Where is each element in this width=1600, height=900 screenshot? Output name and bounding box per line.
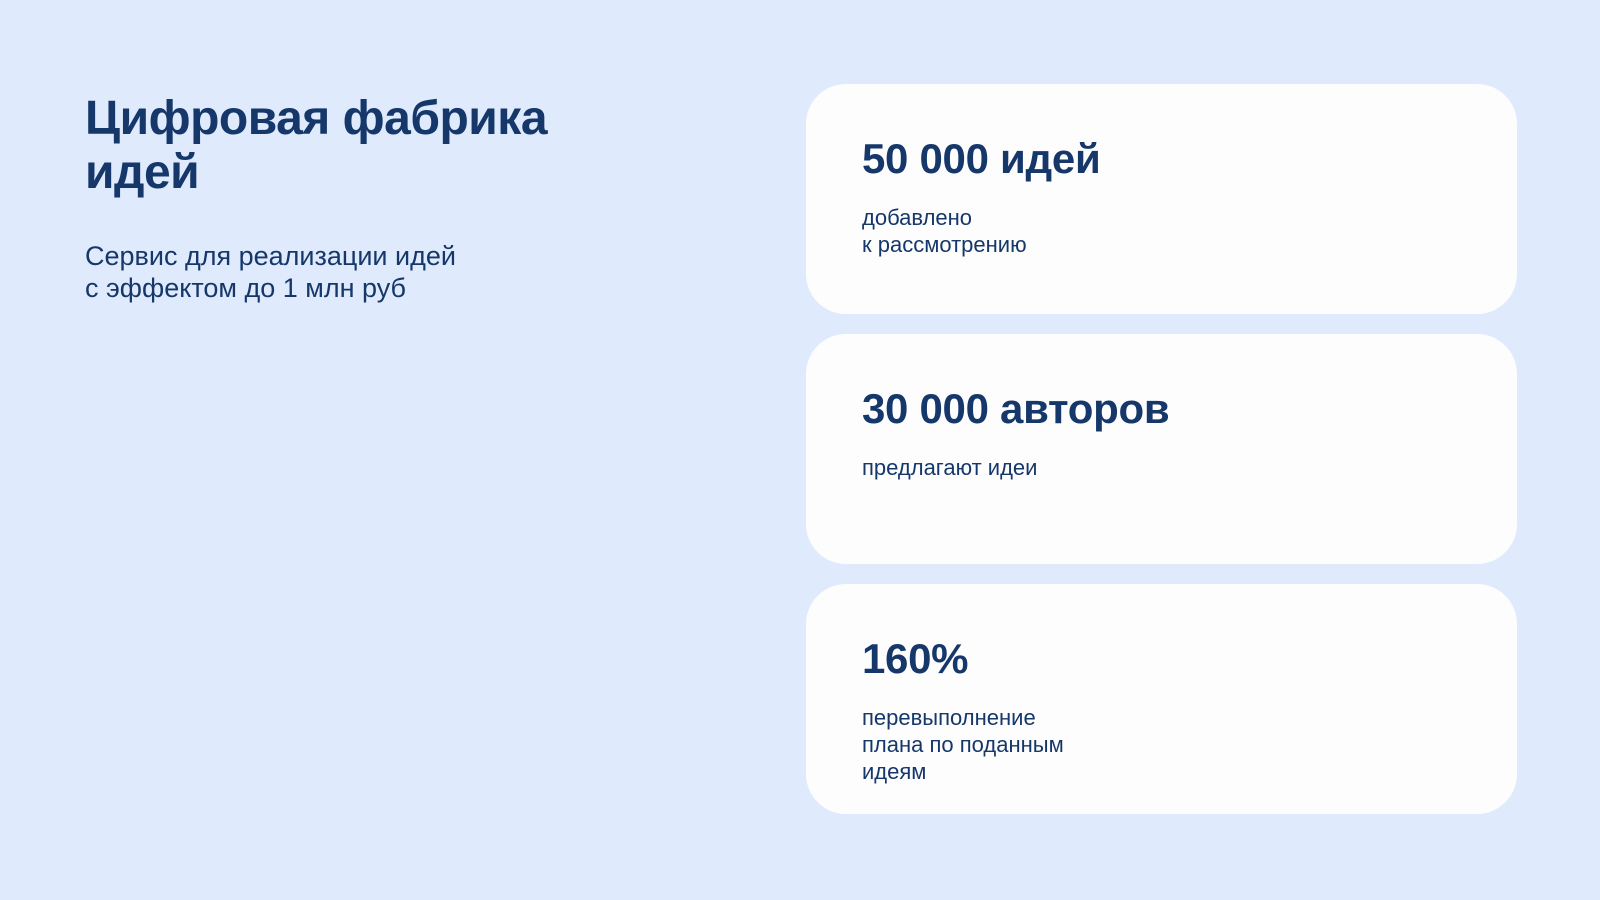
stat-label-authors: предлагают идеи — [862, 455, 1038, 480]
intro-section: Цифровая фабрика идей Сервис для реализа… — [85, 92, 685, 304]
stat-card-ideas: 50 000 идей добавлено к рассмотрению — [806, 84, 1517, 314]
stat-value-plan: 160% — [862, 635, 969, 682]
stat-value-authors: 30 000 авторов — [862, 385, 1170, 432]
stat-label-plan: перевыполнение плана по поданным идеям — [862, 705, 1064, 784]
stat-value-ideas: 50 000 идей — [862, 135, 1101, 182]
stats-cards: 50 000 идей добавлено к рассмотрению 30 … — [806, 84, 1517, 814]
stat-card-plan: 160% перевыполнение плана по поданным ид… — [806, 584, 1517, 814]
stat-label-ideas: добавлено к рассмотрению — [862, 205, 1027, 257]
stat-card-authors: 30 000 авторов предлагают идеи — [806, 334, 1517, 564]
page-title: Цифровая фабрика идей — [85, 92, 548, 199]
page-subtitle: Сервис для реализации идей с эффектом до… — [85, 241, 456, 303]
